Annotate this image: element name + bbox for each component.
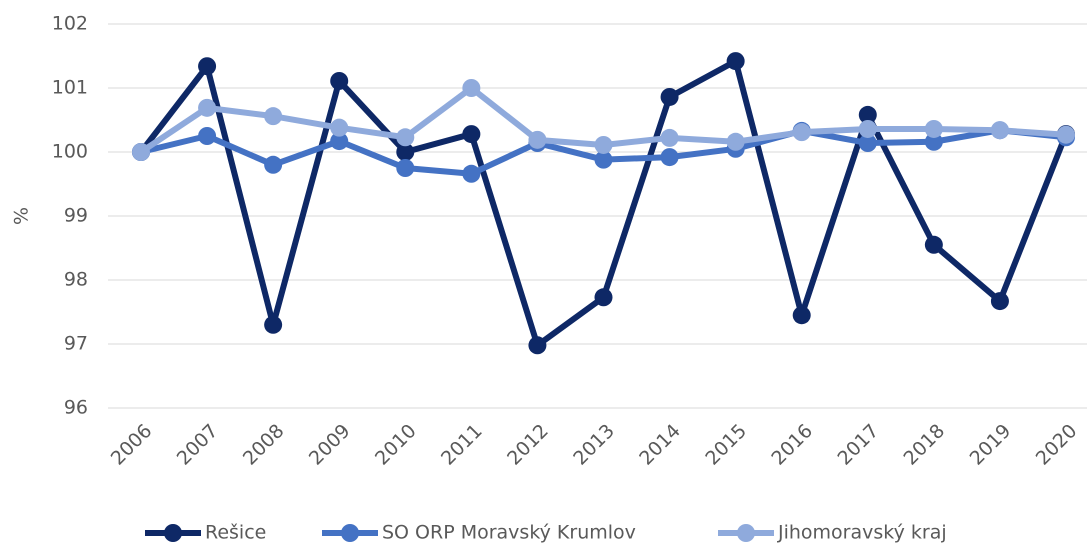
- x-tick-label: 2013: [569, 420, 619, 470]
- point: [858, 134, 877, 153]
- x-tick-label: 2008: [239, 420, 289, 470]
- point: [528, 336, 547, 355]
- y-tick-label: 96: [64, 397, 88, 419]
- point: [990, 292, 1009, 311]
- y-tick-label: 97: [64, 333, 88, 355]
- legend-marker: [737, 524, 755, 542]
- y-tick-label: 98: [64, 269, 88, 291]
- x-tick-label: 2010: [371, 420, 421, 470]
- x-tick-label: 2018: [900, 420, 950, 470]
- point: [528, 130, 547, 149]
- point: [198, 57, 217, 76]
- point: [462, 164, 481, 183]
- legend-label: Rešice: [205, 522, 266, 544]
- legend-marker: [341, 524, 359, 542]
- point: [462, 125, 481, 144]
- legend-label: Jihomoravský kraj: [777, 522, 947, 544]
- point: [396, 128, 415, 147]
- legend-label: SO ORP Moravský Krumlov: [382, 522, 636, 544]
- point: [396, 143, 415, 161]
- x-tick-label: 2006: [107, 420, 157, 470]
- point: [858, 105, 877, 124]
- x-tick-label: 2020: [1032, 420, 1082, 470]
- point: [594, 288, 613, 307]
- point: [132, 143, 150, 161]
- x-tick-label: 2012: [503, 420, 553, 470]
- point: [660, 128, 679, 147]
- point: [462, 79, 481, 97]
- y-tick-label: 101: [52, 77, 88, 99]
- point: [594, 150, 613, 169]
- point: [660, 87, 679, 106]
- legend-marker: [164, 524, 182, 542]
- point: [792, 123, 811, 142]
- point: [726, 132, 745, 151]
- point: [198, 127, 217, 145]
- point: [660, 148, 679, 167]
- point: [594, 135, 613, 154]
- point: [924, 235, 943, 254]
- point: [726, 52, 745, 71]
- x-tick-label: 2011: [437, 420, 487, 470]
- point: [330, 132, 349, 151]
- point: [264, 315, 283, 334]
- point: [264, 107, 283, 126]
- point: [924, 132, 943, 151]
- y-tick-label: 99: [64, 205, 88, 227]
- x-tick-label: 2015: [701, 420, 751, 470]
- x-tick-label: 2014: [635, 420, 685, 470]
- point: [198, 98, 217, 117]
- point: [330, 71, 349, 90]
- x-tick-label: 2019: [966, 420, 1016, 470]
- x-tick-label: 2017: [833, 420, 883, 470]
- y-axis-label: %: [11, 207, 33, 225]
- y-tick-label: 102: [52, 13, 88, 35]
- point: [990, 121, 1009, 140]
- point: [1057, 125, 1075, 144]
- point: [396, 159, 415, 177]
- y-tick-label: 100: [52, 141, 88, 163]
- x-tick-label: 2016: [767, 420, 817, 470]
- x-tick-label: 2009: [305, 420, 355, 470]
- point: [792, 306, 811, 325]
- point: [330, 118, 349, 137]
- x-tick-label: 2007: [173, 420, 223, 470]
- point: [858, 119, 877, 138]
- point: [924, 119, 943, 138]
- point: [264, 155, 283, 174]
